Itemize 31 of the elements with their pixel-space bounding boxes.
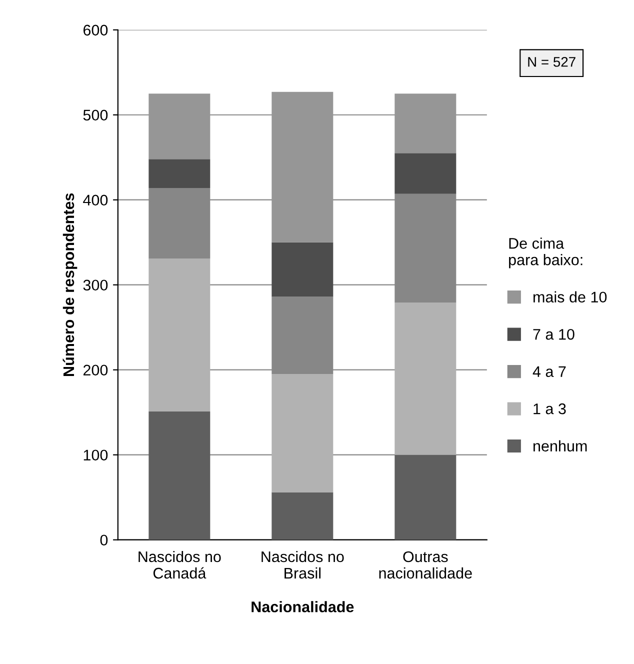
- y-tick-label: 300: [83, 280, 108, 291]
- bar: [272, 92, 334, 242]
- x-tick-label: Nascidos no Canadá: [138, 550, 221, 579]
- y-tick-label: 200: [83, 364, 108, 376]
- legend-label: mais de 10: [534, 291, 607, 303]
- text: N = 527: [528, 56, 576, 67]
- legend-label: 1 a 3: [534, 403, 566, 414]
- bar: [272, 242, 334, 297]
- bar: [148, 411, 210, 540]
- bar: [148, 94, 210, 160]
- bar: [394, 454, 456, 540]
- y-axis-title: Número de respondentes: [62, 193, 78, 376]
- y-tick-label: 400: [83, 194, 108, 206]
- y-tick-label: 600: [83, 24, 108, 36]
- x-tick-label: Nascidos no Brasil: [262, 550, 344, 579]
- bar: [394, 153, 456, 194]
- legend-title: De cima para baixo:: [509, 238, 582, 268]
- legend-label: nenhum: [534, 440, 587, 452]
- x-axis-title: Nacionalidade: [252, 601, 354, 612]
- x-tick-label: Outras nacionalidade: [379, 551, 472, 579]
- bar: [148, 258, 210, 412]
- y-tick-label: 500: [83, 110, 108, 121]
- bar: [148, 159, 210, 188]
- bar: [272, 492, 334, 540]
- legend-label: 4 a 7: [532, 366, 566, 377]
- y-tick-label: 0: [100, 534, 108, 546]
- bar: [394, 94, 456, 154]
- legend-label: 7 a 10: [533, 328, 574, 340]
- bar: [394, 302, 456, 455]
- y-tick-label: 100: [84, 450, 108, 461]
- bar: [272, 374, 334, 492]
